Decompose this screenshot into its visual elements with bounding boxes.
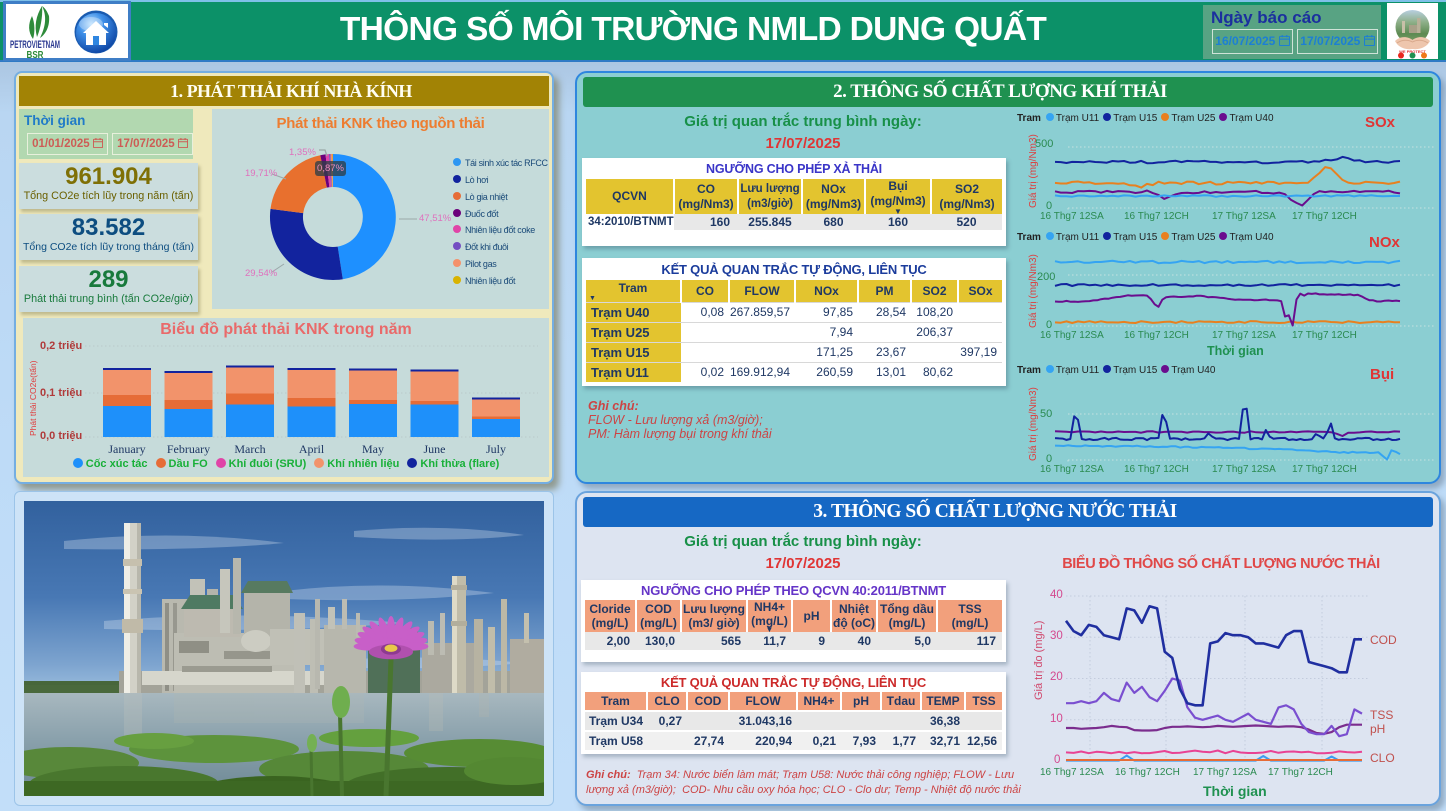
svg-text:WE PROTECT: WE PROTECT	[1399, 49, 1426, 54]
svg-text:BSR: BSR	[27, 49, 44, 58]
svg-text:PETROVIETNAM: PETROVIETNAM	[10, 39, 60, 51]
